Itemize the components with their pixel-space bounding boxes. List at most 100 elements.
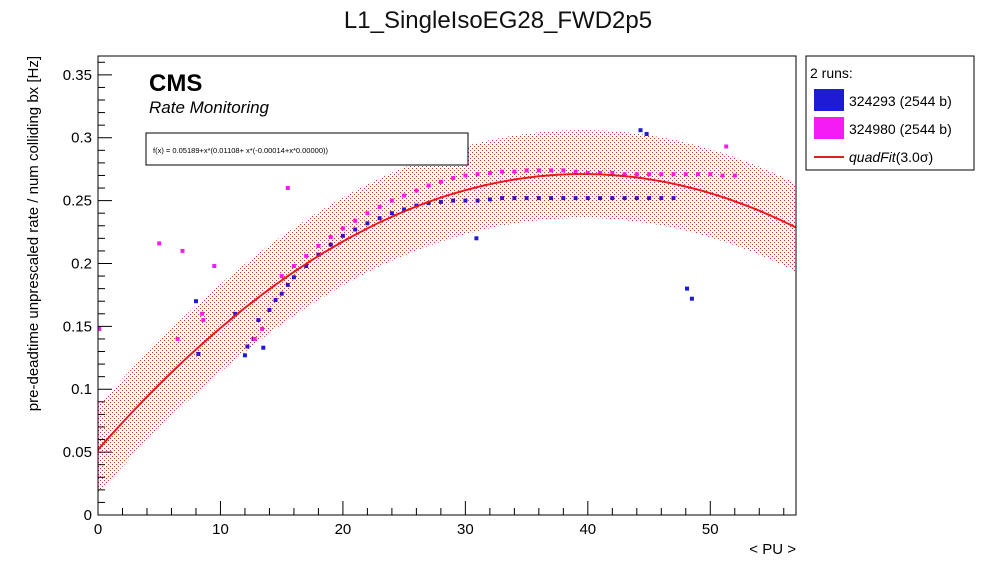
data-point: [438, 179, 443, 184]
data-point: [365, 221, 370, 226]
data-point: [451, 176, 456, 180]
data-point: [696, 172, 700, 177]
data-point: [279, 274, 284, 279]
legend-label-quadfit: quadFit(3.0σ): [849, 149, 933, 165]
data-point: [285, 186, 290, 190]
legend-label-324293: 324293 (2544 b): [849, 93, 952, 109]
data-point: [196, 352, 201, 356]
data-point: [451, 198, 456, 203]
data-point: [426, 183, 431, 188]
data-point: [328, 235, 333, 240]
data-point: [585, 196, 590, 201]
x-tick-label: 30: [457, 521, 474, 538]
data-point: [353, 227, 358, 232]
data-point: [426, 201, 431, 206]
legend: 2 runs: 324293 (2544 b) 324980 (2544 b) …: [805, 55, 975, 171]
cms-sublabel: Rate Monitoring: [149, 98, 270, 117]
data-point: [389, 198, 394, 203]
y-tick-label: 0.3: [71, 130, 92, 147]
legend-swatch-324980: [814, 117, 844, 139]
data-point: [536, 196, 541, 201]
x-tick-label: 10: [212, 521, 229, 538]
data-point: [267, 308, 272, 312]
data-point: [659, 196, 664, 201]
data-point: [634, 196, 639, 201]
data-point: [683, 172, 688, 177]
x-tick-label: 40: [579, 521, 596, 538]
data-point: [389, 211, 394, 216]
data-point: [98, 326, 102, 331]
data-point: [720, 173, 725, 178]
data-point: [438, 199, 443, 204]
data-point: [340, 233, 345, 238]
data-point: [245, 344, 250, 349]
x-axis-label: < PU >: [749, 541, 796, 558]
data-point: [252, 336, 257, 341]
data-point: [279, 291, 284, 296]
data-point: [487, 171, 492, 175]
data-point: [512, 196, 517, 201]
legend-swatch-324293: [814, 89, 844, 111]
x-tick-label: 0: [94, 521, 102, 538]
data-point: [402, 193, 407, 198]
data-point: [463, 198, 468, 203]
legend-label-324980: 324980 (2544 b): [849, 121, 952, 137]
data-point: [273, 298, 278, 302]
data-point: [500, 169, 505, 174]
data-point: [549, 168, 554, 173]
data-point: [671, 196, 676, 201]
data-point: [724, 144, 729, 149]
data-point: [622, 172, 627, 177]
cms-label: CMS: [149, 70, 202, 97]
data-point: [212, 264, 217, 268]
data-point: [291, 264, 296, 268]
data-point: [524, 168, 529, 173]
y-tick-label: 0: [84, 507, 92, 524]
y-tick-label: 0.05: [63, 444, 92, 461]
x-tick-label: 50: [702, 521, 719, 538]
plot-frame: [97, 55, 797, 516]
y-tick-label: 0.15: [63, 318, 92, 335]
data-point: [561, 196, 566, 201]
data-point: [414, 188, 419, 193]
data-point: [610, 196, 615, 201]
data-point: [512, 169, 517, 174]
data-point: [561, 168, 566, 173]
data-point: [644, 132, 649, 136]
fit-formula-box: [145, 132, 469, 166]
fit-formula: f(x) = 0.05189+x*(0.01108+ x*(-0.00014+x…: [153, 146, 328, 155]
y-tick-label: 0.25: [63, 193, 92, 210]
data-point: [685, 286, 689, 291]
data-point: [524, 196, 529, 201]
legend-label-quadfit-name: quadFit: [849, 149, 897, 165]
data-point: [598, 196, 603, 201]
data-point: [622, 196, 627, 201]
data-point: [242, 353, 247, 358]
data-point: [200, 311, 205, 316]
data-point: [549, 196, 554, 201]
data-point: [304, 253, 309, 258]
data-point: [659, 172, 664, 177]
data-point: [708, 172, 713, 177]
data-point: [256, 318, 261, 323]
data-point: [328, 242, 333, 247]
legend-label-quadfit-suffix: (3.0σ): [896, 149, 933, 165]
data-point: [487, 197, 492, 202]
fit-uncertainty-band: [98, 130, 796, 494]
data-point: [194, 299, 198, 304]
data-point: [474, 236, 479, 241]
data-point: [732, 173, 737, 178]
data-point: [285, 282, 290, 287]
y-tick-label: 0.35: [63, 67, 92, 84]
data-point: [157, 241, 162, 246]
data-point: [261, 345, 266, 350]
data-point: [475, 198, 480, 203]
data-point: [634, 172, 639, 177]
data-point: [180, 248, 185, 253]
data-point: [316, 243, 321, 248]
y-axis-label: pre-deadtime unprescaled rate / num coll…: [25, 56, 42, 411]
data-point: [647, 172, 652, 177]
data-point: [201, 318, 206, 323]
data-point: [316, 252, 321, 257]
